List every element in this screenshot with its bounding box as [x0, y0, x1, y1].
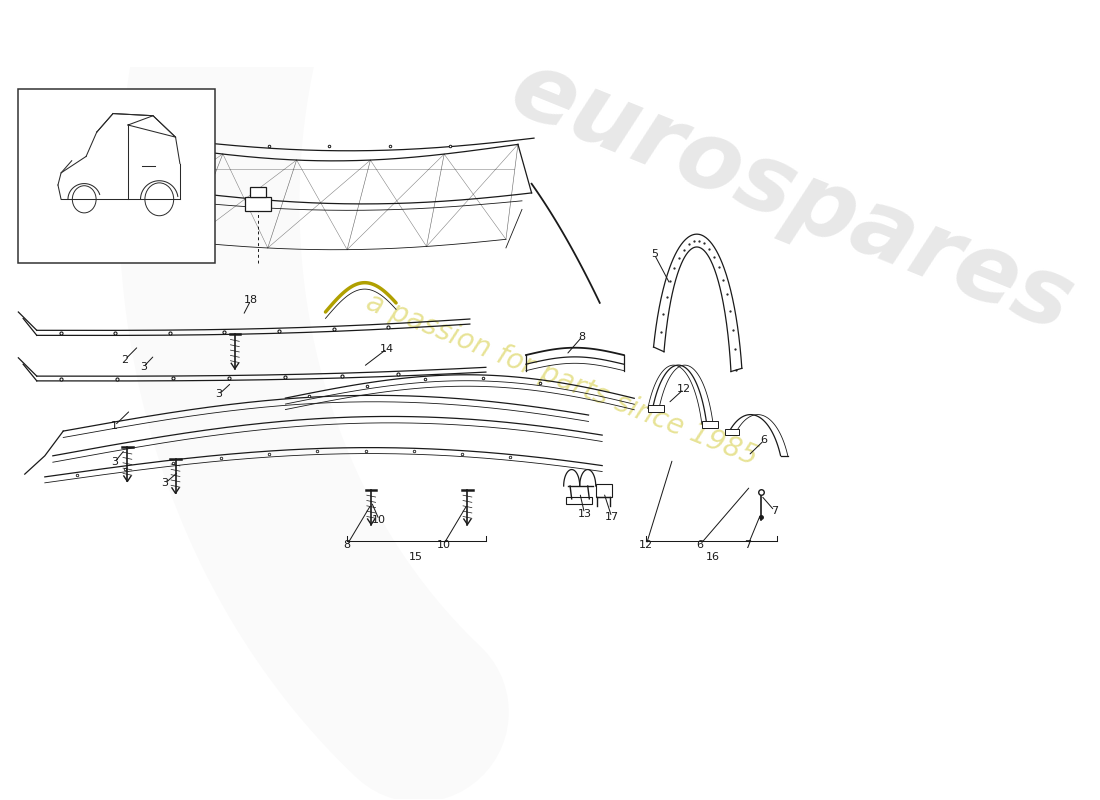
Text: 17: 17: [605, 512, 619, 522]
Text: 3: 3: [216, 390, 222, 399]
Text: 16: 16: [706, 553, 719, 562]
Text: 2: 2: [121, 354, 129, 365]
Text: 8: 8: [343, 540, 351, 550]
Text: 3: 3: [162, 478, 168, 488]
Bar: [596, 484, 612, 497]
Text: eurospares: eurospares: [498, 43, 1087, 352]
Text: 10: 10: [437, 540, 450, 550]
Text: 6: 6: [761, 435, 768, 446]
Text: 10: 10: [372, 515, 386, 525]
Text: 5: 5: [651, 250, 658, 259]
Text: 3: 3: [111, 458, 118, 467]
Text: 12: 12: [676, 384, 691, 394]
Bar: [648, 405, 663, 412]
Text: 13: 13: [578, 509, 592, 518]
Bar: [725, 429, 739, 435]
Text: 7: 7: [771, 506, 778, 516]
Bar: [19, 90, 214, 263]
Text: 1: 1: [111, 421, 118, 430]
Text: a passion for parts since 1985: a passion for parts since 1985: [362, 288, 761, 471]
Text: 14: 14: [381, 344, 394, 354]
Text: 15: 15: [409, 553, 424, 562]
Bar: [566, 497, 592, 504]
Text: 3: 3: [140, 362, 147, 372]
Text: 18: 18: [244, 295, 258, 305]
Bar: [245, 197, 271, 211]
Bar: [702, 421, 718, 428]
Text: 6: 6: [696, 540, 704, 550]
Bar: [250, 187, 266, 197]
Text: 7: 7: [745, 540, 751, 550]
Text: 12: 12: [639, 540, 653, 550]
Text: 8: 8: [579, 332, 585, 342]
